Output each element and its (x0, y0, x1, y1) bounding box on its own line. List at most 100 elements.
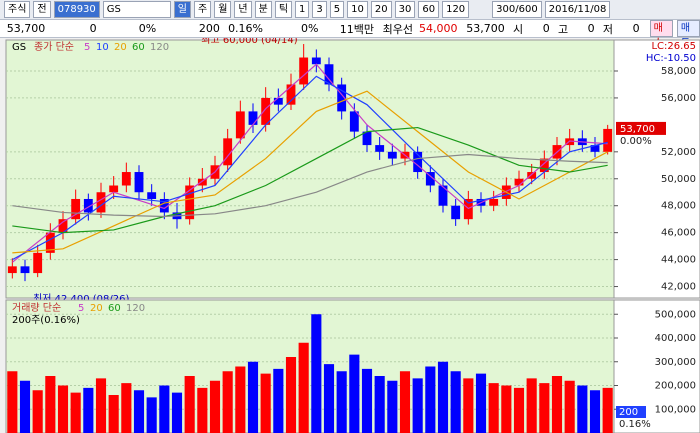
y-tick-label: 58,000 (661, 66, 696, 77)
chart: 42,000 44,000 46,000 48,000 50,000 52,000 56,0… (5, 38, 700, 433)
trade-button[interactable]: 매수 (649, 20, 673, 49)
candle-body (299, 57, 309, 85)
volume-bar (513, 387, 525, 433)
legend-title: 거래량 단순 (12, 302, 61, 314)
volume-note: 200주(0.16%) (12, 315, 80, 326)
volume-bar (425, 366, 436, 433)
candle-body (45, 232, 55, 253)
moving-average (11, 63, 608, 263)
info-field: 고 (557, 22, 569, 36)
candle-body (362, 131, 372, 146)
info-field: 최우선 (382, 22, 413, 36)
volume-bar (399, 371, 411, 433)
volume-bar (45, 376, 56, 433)
candle-body (375, 145, 385, 152)
volume-bar (133, 390, 145, 433)
volume-bar (336, 371, 347, 433)
volume-bar (197, 387, 208, 433)
toolbar-button[interactable]: 10 (347, 1, 368, 18)
candle-body (311, 57, 321, 65)
info-field: 0 (587, 22, 595, 35)
y-tick-label: 500,000 (655, 309, 696, 320)
volume-bar (260, 373, 271, 433)
volume-bar (222, 371, 233, 433)
toolbar-button[interactable]: 5 (329, 1, 345, 18)
info-field: 0% (301, 22, 319, 35)
toolbar-button[interactable]: 주식 (4, 1, 31, 18)
toolbar-button[interactable]: 2016/11/08 (544, 1, 611, 18)
volume-bar (361, 368, 373, 433)
change-label: 0.00% (620, 136, 652, 147)
info-field: 0 (542, 22, 550, 35)
toolbar-button[interactable]: 30 (394, 1, 416, 18)
candle-body (134, 172, 144, 193)
candle-body (463, 198, 473, 220)
candle-body (387, 151, 397, 159)
info-field: 54,000 (418, 22, 458, 35)
volume-bar (349, 354, 360, 433)
y-tick-label: 400,000 (655, 333, 696, 344)
toolbar-button[interactable]: 주 (194, 1, 212, 18)
volume-bar (247, 361, 259, 433)
toolbar: 주식 전 078930 GS 일 주 월 년 분 틱 1 3 5 10 20 30 60 120 300/600 20… (0, 0, 700, 20)
candle-body (58, 219, 68, 233)
volume-label: 200 (619, 407, 638, 418)
legend-title: GS (12, 42, 26, 53)
candle-body (223, 138, 233, 166)
toolbar-button[interactable]: 년 (234, 1, 252, 18)
info-field: 저 (602, 22, 614, 36)
info-field: 200 (198, 22, 220, 35)
legend-label: 종가 단순 (34, 41, 74, 53)
toolbar-button[interactable]: 일 (173, 1, 191, 18)
volume-bar (108, 395, 119, 433)
toolbar-button[interactable]: 078930 (53, 1, 100, 18)
toolbar-button[interactable]: 20 (370, 1, 392, 18)
volume-change: 0.16% (619, 419, 651, 430)
toolbar-button[interactable]: 60 (418, 1, 440, 18)
legend-item: 60 (132, 42, 145, 53)
volume-bar (95, 378, 107, 433)
volume-bar (235, 366, 246, 433)
toolbar-button[interactable]: 1 (295, 1, 310, 18)
volume-bar (7, 371, 18, 433)
volume-bar (184, 376, 195, 433)
legend-item: 20 (90, 303, 103, 314)
toolbar-button[interactable]: 틱 (274, 1, 293, 18)
candle-body (197, 178, 207, 186)
candle-body (349, 111, 359, 132)
volume-bar (475, 373, 487, 433)
toolbar-button[interactable]: 3 (312, 1, 327, 18)
volume-bar (450, 371, 461, 433)
volume-box (616, 406, 646, 418)
info-bar: 53,700 0 0% 200 0.16% 0% 11백만 최우선 54,000 53,700 시 0… (0, 20, 700, 49)
candle-body (109, 185, 119, 193)
y-tick-label: 44,000 (661, 255, 696, 266)
axis-area (613, 39, 700, 299)
toolbar-button[interactable]: 120 (442, 1, 470, 18)
candle-body (83, 198, 93, 213)
candle-body (7, 266, 17, 274)
legend-item: 60 (108, 303, 121, 314)
volume-bar (551, 376, 563, 433)
volume-bar (387, 380, 398, 433)
info-field: 53,700 (6, 22, 46, 35)
toolbar-button[interactable]: 300/600 (492, 1, 542, 18)
y-tick-label: 46,000 (661, 228, 696, 239)
volume-bar (488, 383, 499, 433)
price-label: 53,700 (620, 124, 655, 135)
toolbar-button[interactable]: 월 (214, 1, 232, 18)
candle-body (489, 198, 499, 206)
moving-average (12, 75, 608, 261)
candle-body (261, 97, 271, 125)
trade-button[interactable]: 매도 (676, 20, 700, 49)
candle-body (159, 198, 169, 213)
volume-bar (602, 387, 613, 433)
y-tick-label: 52,000 (661, 147, 696, 158)
candle-body (273, 97, 283, 105)
toolbar-button[interactable]: GS (102, 1, 171, 18)
legend-item: 120 (126, 303, 145, 314)
toolbar-button[interactable]: 전 (33, 1, 51, 18)
candle-body (20, 266, 30, 274)
toolbar-button[interactable]: 분 (254, 1, 272, 18)
